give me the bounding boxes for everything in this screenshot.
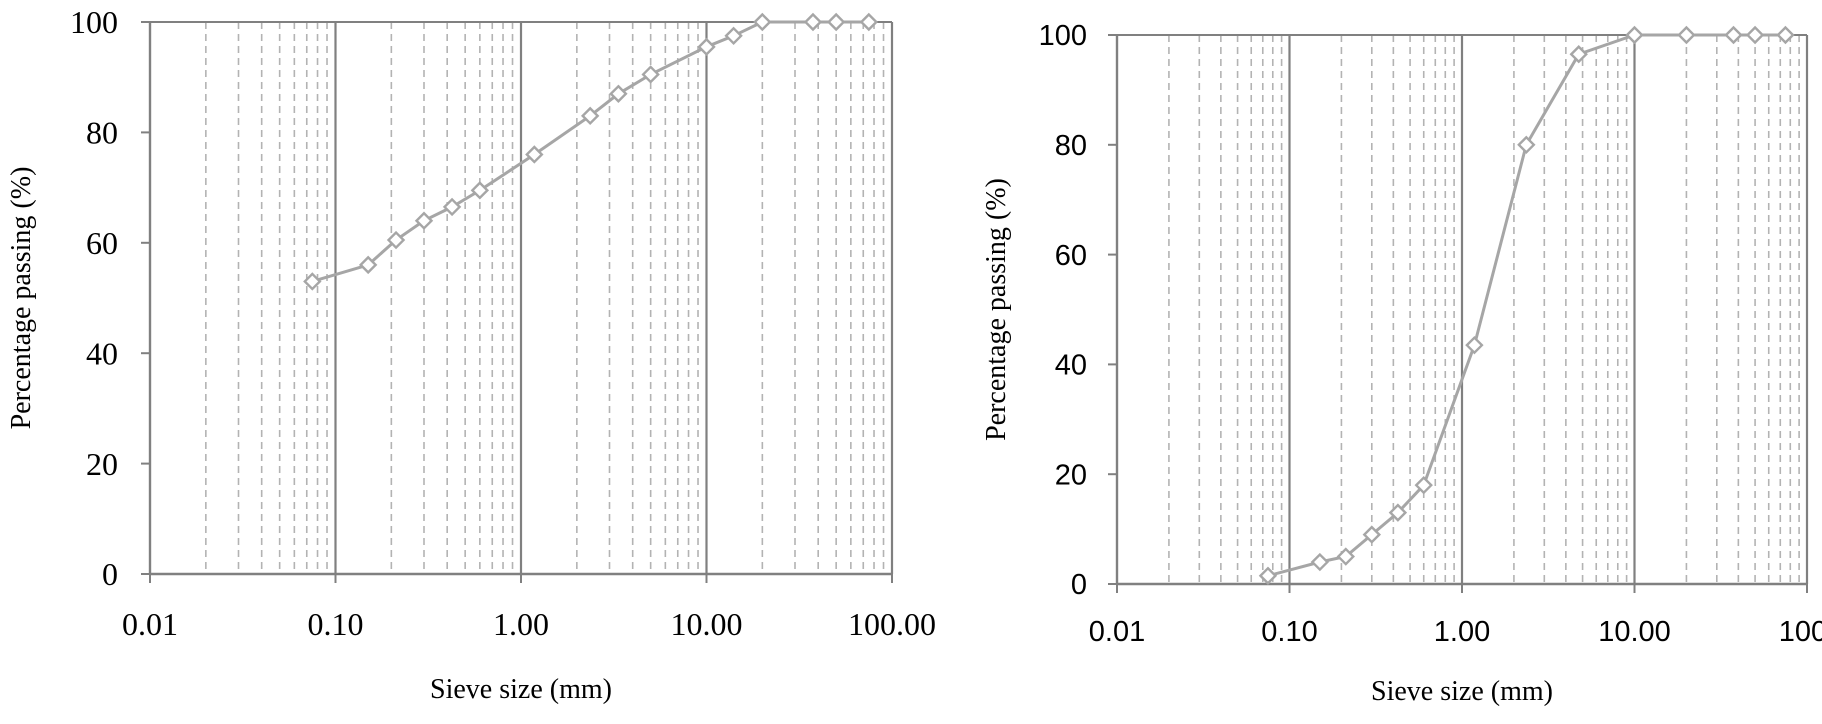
data-point-marker bbox=[609, 84, 628, 103]
y-tick-label: 100 bbox=[1039, 20, 1087, 52]
y-ticks: 0 20 40 60 80 100 bbox=[70, 4, 150, 592]
series-line bbox=[1267, 33, 1786, 578]
x-tick-label: 100. bbox=[1779, 616, 1822, 648]
y-tick-label: 40 bbox=[86, 335, 118, 371]
data-point-marker bbox=[1776, 25, 1795, 45]
y-axis-label: Percentage passing (%) bbox=[981, 178, 1012, 441]
x-tick-label: 0.01 bbox=[122, 606, 178, 642]
data-point-marker bbox=[580, 106, 600, 126]
data-point-marker bbox=[358, 255, 378, 275]
grid bbox=[1117, 34, 1809, 584]
data-point-marker bbox=[1336, 547, 1355, 566]
y-tick-label: 80 bbox=[1055, 130, 1087, 162]
data-point-marker bbox=[1414, 475, 1433, 495]
data-point-marker bbox=[724, 26, 743, 45]
x-tick-label: 0.01 bbox=[1089, 616, 1145, 648]
data-point-marker bbox=[1745, 25, 1765, 45]
data-point-marker bbox=[1677, 25, 1696, 45]
data-point-marker bbox=[442, 197, 462, 217]
data-point-marker bbox=[1625, 25, 1644, 45]
x-tick-label: 10.00 bbox=[1598, 616, 1671, 648]
data-point-marker bbox=[470, 181, 490, 200]
data-point-marker bbox=[1724, 25, 1743, 45]
x-tick-label: 0.10 bbox=[1261, 616, 1317, 648]
x-axis-label: Sieve size (mm) bbox=[1371, 676, 1553, 707]
y-tick-label: 60 bbox=[1055, 240, 1087, 272]
data-point-marker bbox=[803, 12, 823, 32]
data-point-marker bbox=[1310, 552, 1330, 572]
data-point-marker bbox=[1517, 135, 1536, 154]
data-point-marker bbox=[641, 65, 660, 84]
data-point-marker bbox=[1569, 45, 1588, 64]
data-point-marker bbox=[753, 12, 772, 32]
data-point-marker bbox=[386, 230, 406, 250]
series-0 bbox=[1258, 25, 1795, 585]
x-tick-label: 10.00 bbox=[671, 606, 743, 642]
y-tick-label: 80 bbox=[86, 115, 118, 151]
data-point-marker bbox=[525, 145, 544, 164]
y-axis-label: Percentage passing (%) bbox=[6, 167, 37, 430]
series-0 bbox=[303, 12, 879, 291]
y-ticks: 0 20 40 60 80 100 bbox=[1039, 20, 1117, 601]
chart-right: 0 20 40 60 80 100 0.01 0.10 1.00 10.00 100. Sieve s… bbox=[981, 20, 1822, 707]
grid bbox=[150, 21, 894, 574]
data-point-marker bbox=[1465, 335, 1484, 355]
series-line bbox=[311, 20, 869, 283]
y-tick-label: 0 bbox=[1071, 569, 1087, 601]
x-tick-label: 100.00 bbox=[848, 606, 936, 642]
x-ticks: 0.01 0.10 1.00 10.00 100. bbox=[1089, 584, 1822, 648]
data-point-marker bbox=[697, 37, 716, 57]
data-point-marker bbox=[859, 12, 879, 32]
data-point-marker bbox=[1258, 566, 1278, 585]
y-tick-label: 40 bbox=[1055, 350, 1087, 382]
y-tick-label: 0 bbox=[102, 556, 118, 592]
y-tick-label: 20 bbox=[86, 446, 118, 482]
y-tick-label: 100 bbox=[70, 4, 118, 40]
y-tick-label: 60 bbox=[86, 225, 118, 261]
data-point-marker bbox=[1362, 525, 1381, 544]
x-tick-label: 1.00 bbox=[493, 606, 549, 642]
data-point-marker bbox=[303, 272, 322, 291]
x-tick-label: 1.00 bbox=[1434, 616, 1490, 648]
x-ticks: 0.01 0.10 1.00 10.00 100.00 bbox=[122, 574, 936, 642]
x-tick-label: 0.10 bbox=[308, 606, 364, 642]
y-tick-label: 20 bbox=[1055, 459, 1087, 491]
x-axis-label: Sieve size (mm) bbox=[430, 674, 612, 705]
data-point-marker bbox=[1388, 503, 1408, 522]
chart-left: 0 20 40 60 80 100 0.01 0.10 1.00 10.00 100.00 Sieve… bbox=[6, 4, 936, 705]
data-point-marker bbox=[826, 12, 846, 32]
data-point-marker bbox=[414, 211, 434, 230]
